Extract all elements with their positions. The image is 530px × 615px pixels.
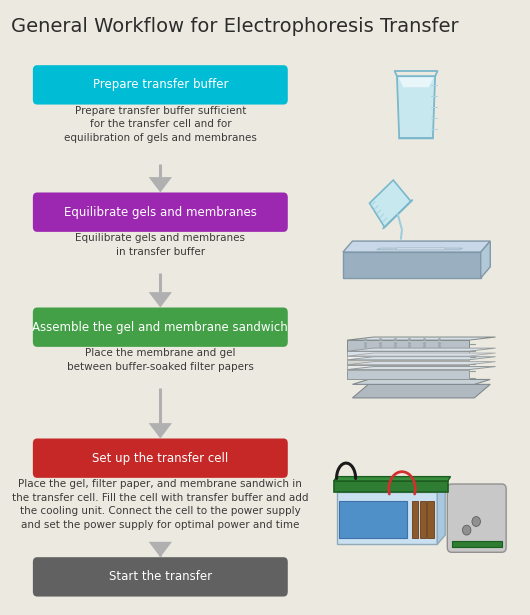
Polygon shape — [347, 351, 469, 356]
Polygon shape — [427, 501, 434, 538]
Polygon shape — [148, 177, 172, 192]
Text: Prepare transfer buffer: Prepare transfer buffer — [93, 78, 228, 92]
Text: General Workflow for Electrophoresis Transfer: General Workflow for Electrophoresis Tra… — [11, 17, 458, 36]
Polygon shape — [343, 252, 481, 278]
Polygon shape — [148, 542, 172, 557]
Polygon shape — [347, 362, 496, 365]
Text: Equilibrate gels and membranes: Equilibrate gels and membranes — [64, 205, 257, 219]
Polygon shape — [369, 180, 411, 227]
Circle shape — [472, 517, 480, 526]
Text: Set up the transfer cell: Set up the transfer cell — [92, 451, 228, 465]
Polygon shape — [412, 501, 419, 538]
Polygon shape — [148, 423, 172, 438]
FancyBboxPatch shape — [33, 557, 288, 597]
Text: Place the membrane and gel
between buffer-soaked filter papers: Place the membrane and gel between buffe… — [67, 348, 254, 371]
Polygon shape — [398, 76, 434, 137]
FancyBboxPatch shape — [447, 484, 506, 552]
FancyBboxPatch shape — [33, 192, 288, 232]
Polygon shape — [352, 384, 490, 398]
Polygon shape — [377, 248, 463, 250]
Polygon shape — [352, 379, 490, 384]
Polygon shape — [347, 353, 496, 356]
Polygon shape — [399, 77, 434, 87]
Polygon shape — [339, 501, 407, 538]
Polygon shape — [347, 340, 469, 351]
FancyBboxPatch shape — [33, 438, 288, 478]
Polygon shape — [347, 370, 469, 379]
Text: Prepare transfer buffer sufficient
for the transfer cell and for
equilibration o: Prepare transfer buffer sufficient for t… — [64, 106, 257, 143]
FancyBboxPatch shape — [33, 65, 288, 105]
Polygon shape — [396, 248, 445, 250]
Circle shape — [462, 525, 471, 535]
Polygon shape — [347, 365, 469, 370]
Polygon shape — [347, 367, 496, 370]
Polygon shape — [347, 357, 496, 360]
Text: Assemble the gel and membrane sandwich: Assemble the gel and membrane sandwich — [32, 320, 288, 334]
Text: Place the gel, filter paper, and membrane sandwich in
the transfer cell. Fill th: Place the gel, filter paper, and membran… — [12, 479, 308, 530]
FancyBboxPatch shape — [33, 308, 288, 347]
Polygon shape — [343, 241, 490, 252]
Text: Start the transfer: Start the transfer — [109, 570, 212, 584]
Polygon shape — [437, 483, 445, 544]
Polygon shape — [148, 292, 172, 308]
Text: Equilibrate gels and membranes
in transfer buffer: Equilibrate gels and membranes in transf… — [75, 233, 245, 256]
Polygon shape — [334, 481, 448, 492]
Polygon shape — [481, 241, 490, 278]
Polygon shape — [420, 501, 426, 538]
Polygon shape — [347, 348, 496, 351]
Polygon shape — [347, 360, 469, 365]
Polygon shape — [347, 356, 469, 360]
Polygon shape — [337, 492, 437, 544]
Polygon shape — [452, 541, 502, 547]
Polygon shape — [334, 477, 450, 481]
Polygon shape — [347, 337, 496, 340]
